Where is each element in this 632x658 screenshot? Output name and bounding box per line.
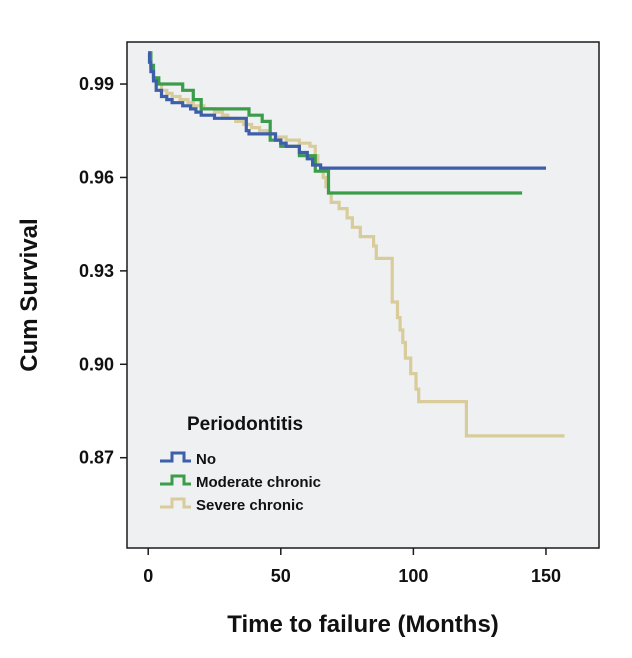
x-tick-label: 100	[398, 566, 428, 586]
x-axis: 0 50 100 150	[143, 548, 561, 586]
y-tick-label: 0.87	[79, 448, 114, 468]
legend: Periodontitis No Moderate chronic Severe c…	[160, 414, 321, 514]
series-layer	[147, 51, 565, 438]
series-line-severe-chronic	[148, 51, 565, 438]
y-axis-title: Cum Survival	[16, 218, 43, 371]
legend-swatch-moderate-chronic	[160, 474, 191, 486]
legend-title: Periodontitis	[187, 414, 303, 435]
x-axis-title: Time to failure (Months)	[227, 611, 499, 638]
y-tick-label: 0.93	[79, 261, 114, 281]
x-tick-label: 50	[271, 566, 291, 586]
legend-swatch-no	[160, 451, 191, 463]
legend-label: Severe chronic	[196, 497, 304, 514]
y-tick-label: 0.99	[79, 74, 114, 94]
y-axis: 0.99 0.96 0.93 0.90 0.87	[79, 74, 127, 468]
x-tick-label: 150	[531, 566, 561, 586]
legend-label: Moderate chronic	[196, 474, 321, 491]
series-line-no	[147, 51, 546, 170]
legend-swatch-severe-chronic	[160, 497, 191, 509]
x-tick-label: 0	[143, 566, 153, 586]
legend-items: No Moderate chronic Severe chronic	[160, 451, 321, 514]
legend-label: No	[196, 451, 216, 468]
plot-area	[126, 41, 600, 549]
y-tick-label: 0.90	[79, 354, 114, 374]
y-tick-label: 0.96	[79, 167, 114, 187]
